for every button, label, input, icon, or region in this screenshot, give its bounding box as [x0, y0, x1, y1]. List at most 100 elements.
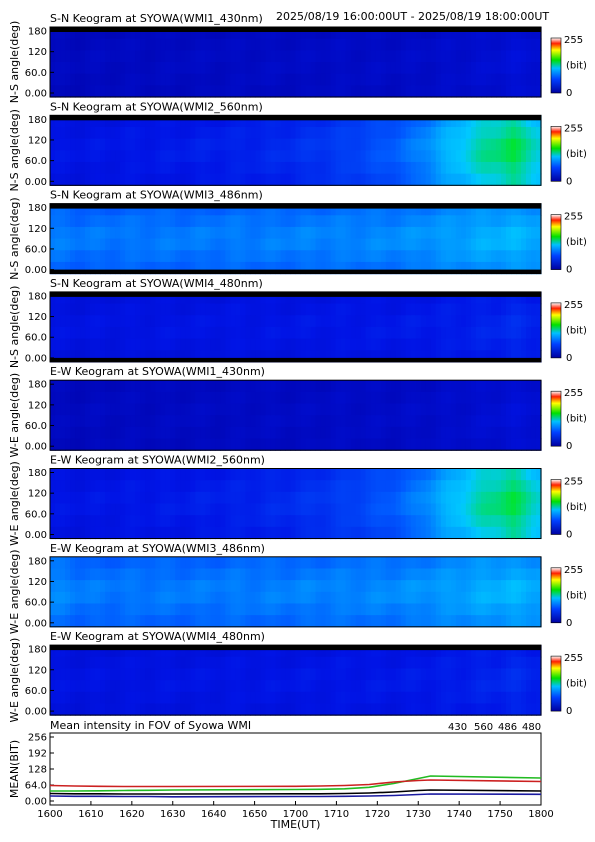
heatmap-cell: [475, 138, 482, 151]
heatmap-cell: [420, 568, 427, 581]
heatmap-cell: [125, 126, 131, 140]
heatmap-cell: [195, 261, 201, 275]
heatmap-cell: [295, 656, 302, 670]
heatmap-cell: [315, 480, 322, 493]
x-tick-label: 1800: [528, 809, 553, 820]
heatmap-cell: [140, 580, 146, 593]
heatmap-cell: [155, 50, 161, 63]
heatmap-cell: [105, 73, 111, 86]
heatmap-cell: [80, 491, 86, 505]
heatmap-cell: [265, 73, 272, 86]
heatmap-cell: [435, 203, 442, 216]
heatmap-cell: [515, 85, 522, 98]
heatmap-cell: [85, 238, 91, 251]
heatmap-cell: [250, 73, 257, 86]
heatmap-cell: [405, 161, 412, 175]
heatmap-cell: [435, 580, 442, 593]
heatmap-cell: [395, 303, 402, 316]
heatmap-cell: [380, 591, 387, 605]
heatmap-cell: [255, 403, 262, 416]
heatmap-cell: [130, 350, 136, 363]
heatmap-cell: [270, 85, 277, 98]
heatmap-cell: [215, 615, 221, 628]
heatmap-cell: [370, 215, 377, 228]
heatmap-cell: [95, 115, 101, 128]
heatmap-cell: [455, 150, 462, 163]
heatmap-cell: [160, 703, 166, 716]
heatmap-cell: [380, 291, 387, 305]
heatmap-cell: [210, 303, 216, 316]
heatmap-cell: [375, 391, 382, 405]
heatmap-cell: [435, 526, 442, 540]
heatmap-cell: [95, 215, 101, 228]
heatmap-cell: [300, 203, 307, 216]
heatmap-cell: [170, 27, 176, 40]
heatmap-cell: [390, 615, 397, 628]
heatmap-cell: [145, 591, 151, 605]
heatmap-cell: [400, 680, 407, 693]
heatmap-cell: [365, 126, 372, 140]
heatmap-cell: [150, 326, 156, 340]
heatmap-cell: [305, 261, 312, 275]
heatmap-cell: [160, 426, 166, 440]
heatmap-cell: [380, 380, 387, 393]
heatmap-cell: [465, 238, 472, 251]
heatmap-cell: [55, 215, 61, 228]
heatmap-cell: [150, 415, 156, 428]
heatmap-cell: [310, 203, 317, 216]
heatmap-cell: [265, 303, 272, 316]
heatmap-cell: [325, 426, 332, 440]
heatmap-cell: [450, 250, 457, 263]
heatmap-cell: [450, 380, 457, 393]
heatmap-cell: [375, 645, 382, 658]
heatmap-cell: [330, 691, 337, 705]
heatmap-cell: [260, 526, 267, 540]
y-tick-label: 64.0: [25, 781, 47, 792]
heatmap-cell: [495, 73, 502, 86]
heatmap-cell: [415, 203, 422, 216]
heatmap-cell: [435, 250, 442, 263]
heatmap-cell: [95, 645, 101, 658]
heatmap-cell: [500, 603, 507, 616]
heatmap-cell: [225, 50, 231, 63]
heatmap-cell: [410, 556, 417, 570]
heatmap-cell: [365, 326, 372, 340]
heatmap-cell: [535, 350, 542, 363]
heatmap-cell: [485, 691, 492, 705]
heatmap-cell: [525, 403, 532, 416]
heatmap-cell: [355, 291, 362, 305]
heatmap-cell: [475, 238, 482, 251]
heatmap-cell: [410, 38, 417, 51]
heatmap-cell: [395, 503, 402, 516]
heatmap-cell: [295, 580, 302, 593]
heatmap-cell: [205, 315, 211, 328]
heatmap-cell: [295, 226, 302, 240]
heatmap-cell: [500, 580, 507, 593]
heatmap-cell: [305, 161, 312, 175]
heatmap-cell: [525, 73, 532, 86]
heatmap-cell: [295, 291, 302, 305]
heatmap-cell: [290, 615, 297, 628]
heatmap-cell: [470, 645, 477, 658]
heatmap-cell: [405, 556, 412, 570]
heatmap-cell: [365, 303, 372, 316]
heatmap-cell: [130, 568, 136, 581]
heatmap-cell: [355, 350, 362, 363]
heatmap-cell: [240, 568, 246, 581]
heatmap-cell: [155, 403, 161, 416]
heatmap-cell: [65, 656, 71, 670]
heatmap-cell: [130, 426, 136, 440]
heatmap-cell: [120, 703, 126, 716]
heatmap-cell: [185, 50, 191, 63]
heatmap-cell: [105, 680, 111, 693]
heatmap-cell: [340, 503, 347, 516]
heatmap-cell: [445, 85, 452, 98]
heatmap-cell: [55, 656, 61, 670]
heatmap-cell: [85, 226, 91, 240]
heatmap-cell: [425, 326, 432, 340]
heatmap-cell: [480, 603, 487, 616]
heatmap-cell: [275, 680, 282, 693]
heatmap-cell: [240, 615, 246, 628]
heatmap-cell: [425, 568, 432, 581]
heatmap-cell: [200, 556, 206, 570]
